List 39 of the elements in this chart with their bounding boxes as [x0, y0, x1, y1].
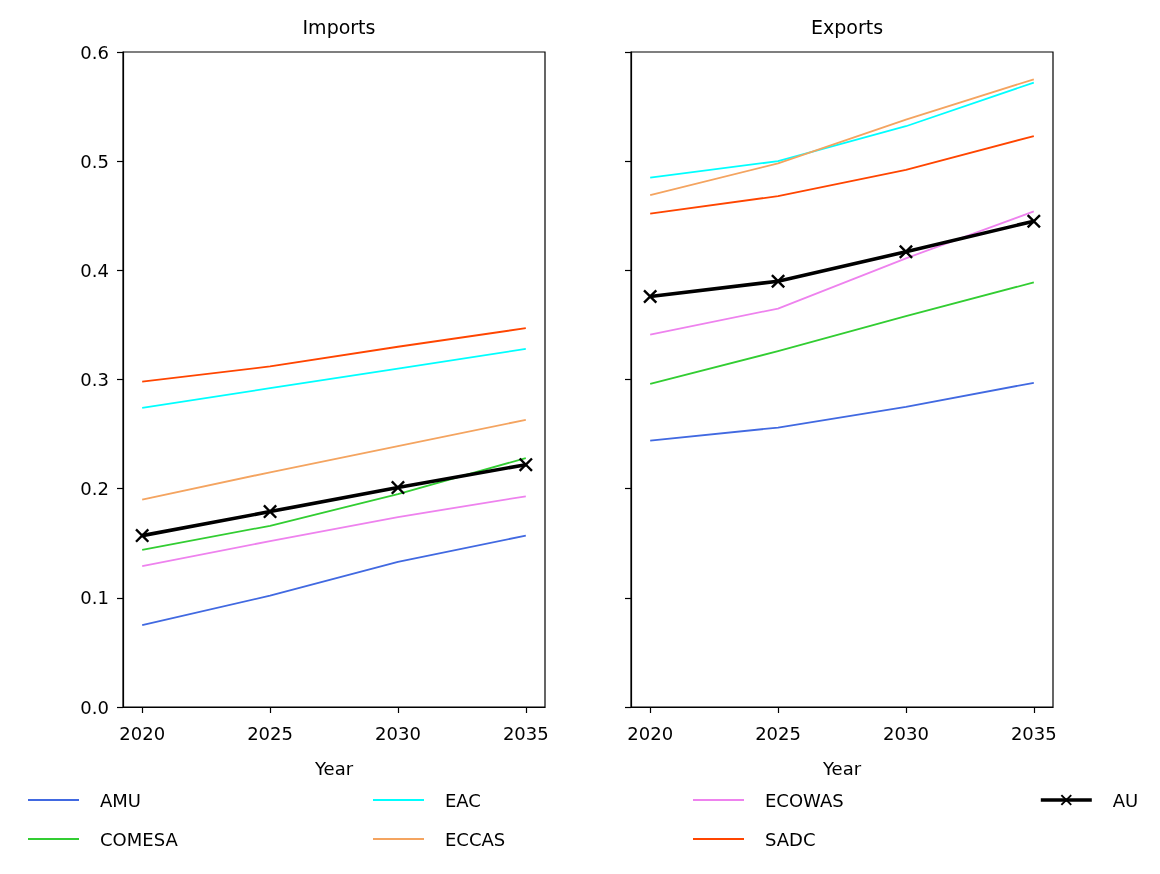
x-tick-label: 2035 — [1010, 722, 1057, 744]
legend-label: COMESA — [100, 828, 179, 850]
x-tick-label: 2030 — [883, 722, 929, 744]
x-axis-title: Year — [313, 757, 354, 779]
x-tick-label: 2025 — [247, 722, 293, 744]
line-series — [141, 327, 527, 383]
legend-label: SADC — [765, 828, 816, 850]
y-tick-label: 0.1 — [80, 587, 109, 609]
point — [643, 289, 658, 304]
legend-label: AU — [1112, 789, 1139, 811]
line-series — [141, 534, 527, 627]
y-tick-label: 0.4 — [80, 259, 109, 281]
y-tick-label: 0.0 — [80, 696, 109, 718]
y-tick-label: 0.5 — [80, 150, 109, 172]
x-tick-label: 2025 — [755, 722, 801, 744]
point — [390, 480, 405, 495]
legend-label: AMU — [100, 789, 142, 811]
point — [898, 244, 913, 259]
x-tick-label: 2035 — [502, 722, 549, 744]
point — [771, 274, 786, 289]
x-tick-label: 2020 — [119, 722, 166, 744]
point — [263, 504, 278, 519]
line-series — [141, 418, 527, 501]
point — [135, 528, 150, 543]
point — [1026, 214, 1041, 229]
legend-label: EAC — [445, 789, 481, 811]
x-tick-label: 2020 — [627, 722, 674, 744]
x-tick-label: 2030 — [375, 722, 421, 744]
point — [518, 457, 533, 472]
x-axis-title: Year — [821, 757, 862, 779]
line-series — [141, 348, 527, 409]
legend-label: ECOWAS — [765, 789, 844, 811]
legend-label: ECCAS — [445, 828, 506, 850]
y-tick-label: 0.3 — [80, 369, 109, 390]
y-tick-label: 0.2 — [80, 478, 109, 500]
chart-title: Imports — [302, 15, 376, 38]
y-tick-label: 0.6 — [80, 41, 109, 63]
line-series — [141, 495, 527, 568]
chart-title: Exports — [810, 15, 884, 38]
